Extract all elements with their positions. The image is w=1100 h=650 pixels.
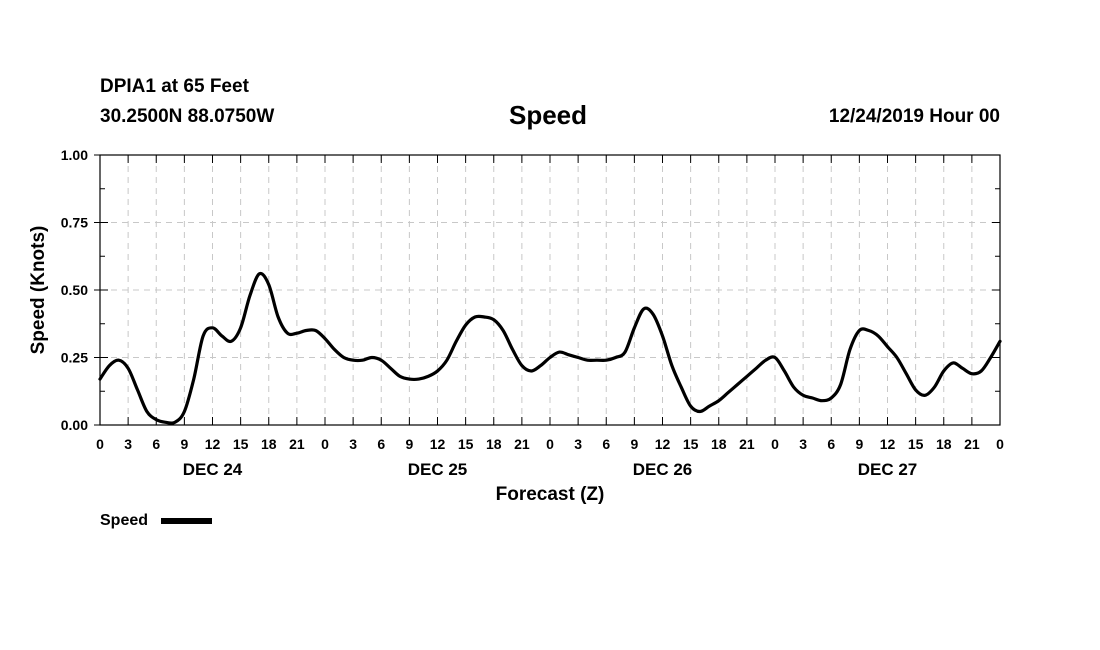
x-tick-label: 21 xyxy=(964,436,980,452)
y-tick-label: 0.00 xyxy=(61,417,88,433)
day-label: DEC 24 xyxy=(183,460,243,479)
x-tick-label: 9 xyxy=(405,436,413,452)
y-tick-label: 1.00 xyxy=(61,147,88,163)
x-tick-label: 3 xyxy=(124,436,132,452)
x-tick-label: 6 xyxy=(152,436,160,452)
y-tick-label: 0.75 xyxy=(61,215,88,231)
forecast-run-time: 12/24/2019 Hour 00 xyxy=(828,106,1000,127)
x-tick-label: 15 xyxy=(233,436,249,452)
y-tick-label: 0.50 xyxy=(61,282,88,298)
y-axis-title: Speed (Knots) xyxy=(28,226,49,355)
x-tick-label: 12 xyxy=(205,436,221,452)
day-label: DEC 26 xyxy=(633,460,693,479)
x-tick-label: 0 xyxy=(771,436,779,452)
x-tick-label: 21 xyxy=(289,436,305,452)
x-tick-label: 12 xyxy=(655,436,671,452)
x-tick-label: 12 xyxy=(430,436,446,452)
station-coordinates: 30.2500N 88.0750W xyxy=(100,106,275,127)
x-tick-label: 15 xyxy=(458,436,474,452)
x-tick-label: 6 xyxy=(602,436,610,452)
x-tick-label: 18 xyxy=(261,436,277,452)
x-tick-label: 0 xyxy=(996,436,1004,452)
legend: Speed xyxy=(100,512,212,529)
x-tick-label: 0 xyxy=(96,436,104,452)
x-tick-label: 15 xyxy=(683,436,699,452)
series-layer xyxy=(98,271,1002,425)
speed-series-line xyxy=(98,271,1002,425)
y-tick-label: 0.25 xyxy=(61,350,88,366)
x-tick-label: 3 xyxy=(574,436,582,452)
x-tick-label: 12 xyxy=(880,436,896,452)
x-tick-label: 0 xyxy=(546,436,554,452)
x-tick-label: 21 xyxy=(514,436,530,452)
plot-frame xyxy=(99,154,1001,426)
x-tick-label: 9 xyxy=(630,436,638,452)
x-tick-label: 9 xyxy=(180,436,188,452)
x-axis-title: Forecast (Z) xyxy=(496,484,605,505)
x-tick-label: 18 xyxy=(936,436,952,452)
station-name: DPIA1 at 65 Feet xyxy=(100,76,249,97)
x-tick-label: 3 xyxy=(349,436,357,452)
chart-title: Speed xyxy=(509,100,588,130)
x-tick-label: 21 xyxy=(739,436,755,452)
x-tick-label: 3 xyxy=(799,436,807,452)
legend-label: Speed xyxy=(100,512,148,529)
x-tick-label: 6 xyxy=(827,436,835,452)
x-tick-label: 18 xyxy=(711,436,727,452)
x-tick-label: 18 xyxy=(486,436,502,452)
axis-labels: 0 3 6 9 12 15 18 21 0 3 6 9 12 15 18 21 0 3 6 9 12 15 18 21 0 3 6 9… xyxy=(61,147,1004,479)
x-tick-label: 9 xyxy=(855,436,863,452)
day-label: DEC 25 xyxy=(408,460,468,479)
day-label: DEC 27 xyxy=(858,460,918,479)
x-tick-label: 0 xyxy=(321,436,329,452)
x-tick-label: 15 xyxy=(908,436,924,452)
x-tick-label: 6 xyxy=(377,436,385,452)
axis-ticks xyxy=(94,154,1001,426)
grid xyxy=(100,155,1000,425)
